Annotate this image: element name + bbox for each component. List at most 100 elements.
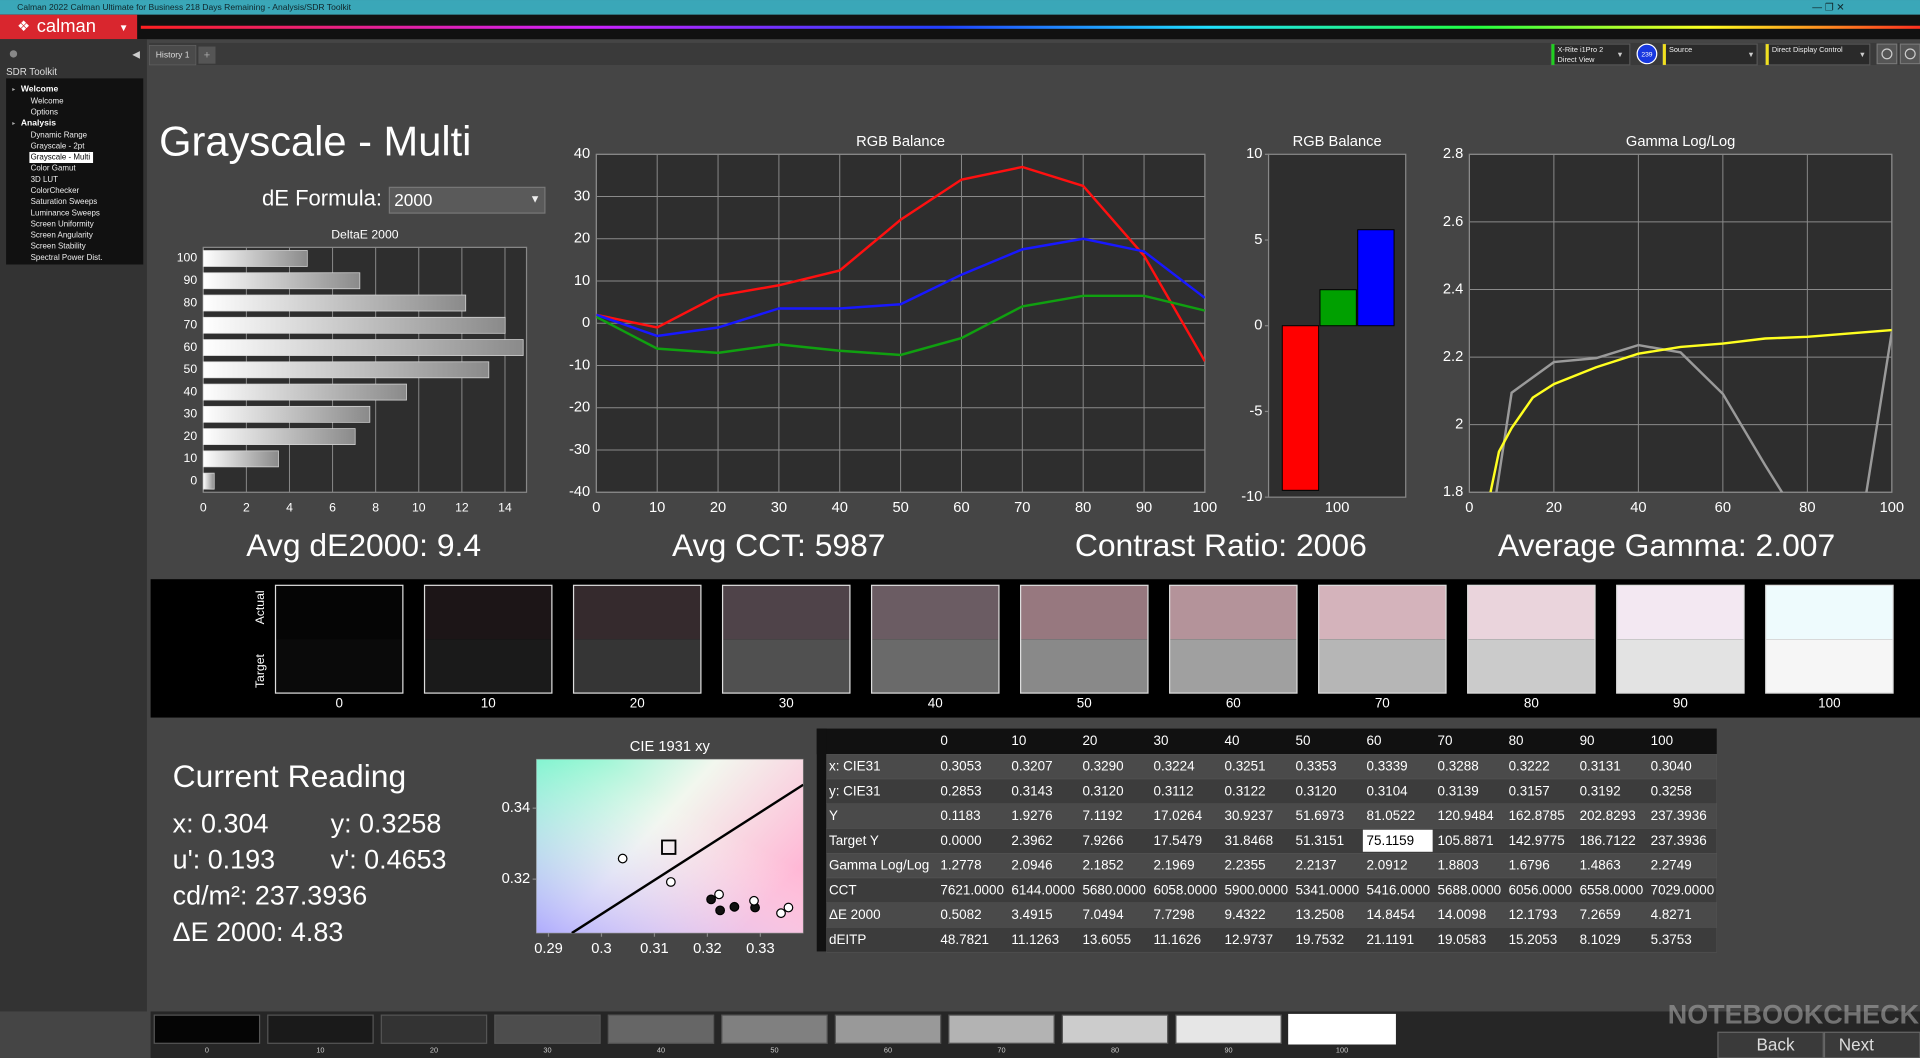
bar: [202, 361, 490, 379]
tree-item[interactable]: Saturation Sweeps: [31, 197, 98, 206]
x-tick-label: 30: [771, 500, 787, 516]
bar: [1281, 325, 1320, 491]
table-header: 60: [1367, 733, 1382, 748]
swatch-label: 10: [481, 696, 496, 711]
swatch-label: 40: [928, 696, 943, 711]
sidebar-icon[interactable]: [9, 50, 18, 58]
chart-title: Gamma Log/Log: [1626, 134, 1735, 150]
dropdown-arrow: ▼: [530, 194, 541, 206]
reading-title: Current Reading: [173, 758, 407, 794]
footer-swatch[interactable]: [607, 1014, 715, 1044]
collapse-button[interactable]: ◀: [132, 50, 140, 61]
table-header: 30: [1153, 733, 1168, 748]
device-indicator: [1551, 44, 1555, 65]
tree-item[interactable]: Screen Uniformity: [31, 219, 94, 228]
y-tick-label: 20: [184, 429, 198, 443]
footer-swatch[interactable]: [721, 1014, 828, 1044]
table-header: 40: [1224, 733, 1239, 748]
logo-box[interactable]: [0, 14, 138, 40]
tree-selection: [29, 151, 94, 163]
footer-swatch[interactable]: [948, 1014, 1055, 1044]
y-tick-label: -10: [1241, 489, 1262, 505]
tree-item[interactable]: Luminance Sweeps: [31, 208, 100, 217]
y-tick-label: 0: [582, 315, 590, 331]
tree-item[interactable]: 3D LUT: [31, 175, 58, 184]
x-tick-label: 0.33: [746, 941, 775, 957]
swatch-frame: [572, 584, 702, 694]
reading-line: u': 0.193: [173, 845, 275, 875]
swatch-target: [573, 639, 701, 694]
table-row-bg: [826, 778, 1717, 805]
logo-arrow[interactable]: ▼: [119, 23, 129, 34]
table-header: 0: [940, 733, 947, 748]
footer-swatch[interactable]: [1288, 1013, 1396, 1045]
table-cell: 0.3131: [1580, 759, 1621, 774]
device-arrow[interactable]: ▼: [1616, 50, 1623, 59]
tree-item[interactable]: Options: [31, 107, 58, 116]
tree-item[interactable]: Screen Stability: [31, 242, 86, 251]
table-cell: 7.9266: [1082, 833, 1123, 848]
x-tick-label: 20: [1546, 500, 1562, 516]
toolbar-button[interactable]: [1899, 43, 1920, 65]
x-tick-label: 0.31: [640, 941, 669, 957]
tree-toggle[interactable]: ▸: [12, 86, 15, 93]
tree-item[interactable]: ColorChecker: [31, 186, 80, 195]
table-cell: 0.3258: [1651, 783, 1692, 798]
swatch-frame: [1616, 584, 1745, 694]
table-cell: 12.9737: [1224, 932, 1273, 947]
table-cell: 0.3288: [1438, 759, 1479, 774]
x-tick-label: 0: [200, 500, 207, 514]
device-arrow[interactable]: ▼: [1747, 50, 1754, 59]
table-cell: 2.1969: [1153, 858, 1194, 873]
table-cell: 15.2053: [1509, 932, 1558, 947]
tree-item[interactable]: Color Gamut: [31, 164, 77, 173]
footer-swatch[interactable]: [494, 1014, 601, 1044]
tab[interactable]: [149, 45, 197, 66]
footer-swatch[interactable]: [153, 1014, 261, 1044]
device-arrow[interactable]: ▼: [1859, 50, 1866, 59]
footer-swatch[interactable]: [1061, 1014, 1169, 1044]
swatch-frame: [1765, 584, 1894, 694]
tree-toggle[interactable]: ▸: [12, 120, 15, 127]
x-tick-label: 20: [710, 500, 726, 516]
table-cell: 0.3290: [1082, 759, 1123, 774]
table-cell: 5688.0000: [1438, 882, 1502, 897]
bar: [202, 339, 524, 356]
table-cell: 5900.0000: [1224, 882, 1288, 897]
footer-swatch[interactable]: [834, 1014, 942, 1044]
tree-group: Welcome: [21, 84, 59, 94]
y-tick-label: 20: [574, 231, 590, 247]
table-cell: 4.8271: [1651, 907, 1692, 922]
add-tab[interactable]: [198, 46, 216, 64]
tree-item[interactable]: Welcome: [31, 96, 65, 105]
y-tick-label: 10: [184, 451, 198, 465]
formula-value: 2000: [394, 190, 432, 210]
tree-item[interactable]: Dynamic Range: [31, 130, 88, 139]
footer-swatch[interactable]: [267, 1014, 374, 1044]
window-controls[interactable]: — ❐ ✕: [1812, 3, 1844, 14]
table-cell: 0.3353: [1296, 759, 1337, 774]
tree-item[interactable]: Grayscale - Multi: [31, 153, 91, 162]
swatch-target: [1020, 639, 1148, 694]
tree-item[interactable]: Spectral Power Dist.: [31, 253, 103, 262]
planckian-locus: [571, 783, 804, 934]
x-tick-label: 90: [1136, 500, 1152, 516]
table-cell: 0.3112: [1153, 783, 1193, 798]
footer-swatch[interactable]: [1175, 1014, 1282, 1044]
swatch-label: 30: [779, 696, 794, 711]
toolbar-button[interactable]: [1876, 43, 1898, 65]
table-header: 20: [1082, 733, 1097, 748]
tree-item[interactable]: Grayscale - 2pt: [31, 141, 86, 150]
tree-item[interactable]: Screen Angularity: [31, 231, 93, 240]
x-tick-label: 50: [892, 500, 908, 516]
plot-frame: [536, 758, 804, 934]
footer-swatch[interactable]: [380, 1014, 488, 1044]
stat: Contrast Ratio: 2006: [1075, 527, 1367, 563]
target-point: [661, 839, 677, 855]
table-cell: 0.3157: [1509, 783, 1550, 798]
formula-dropdown[interactable]: [388, 186, 546, 214]
table-cell: 2.3962: [1011, 833, 1052, 848]
x-tick-label: 12: [455, 500, 469, 514]
bar: [202, 450, 279, 468]
table-cell: 120.9484: [1438, 808, 1495, 823]
